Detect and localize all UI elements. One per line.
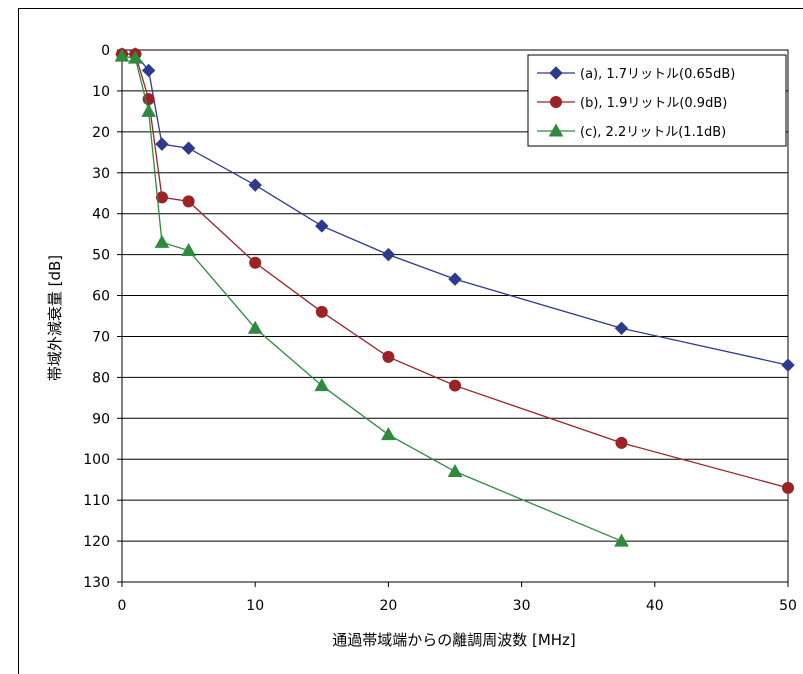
y-tick-label: 100 [83, 452, 110, 468]
data-point [182, 195, 195, 208]
data-point [181, 243, 196, 257]
legend-label: (a), 1.7リットル(0.65dB) [580, 67, 735, 82]
data-point [315, 305, 328, 318]
x-tick-label: 0 [118, 598, 127, 614]
x-tick-label: 40 [646, 598, 664, 614]
y-tick-label: 20 [92, 125, 110, 141]
data-point [382, 350, 395, 363]
data-point [249, 256, 262, 269]
data-point [141, 103, 156, 117]
series-line [121, 55, 622, 542]
legend-label: (c), 2.2リットル(1.1dB) [580, 125, 726, 140]
data-point [447, 463, 463, 478]
y-tick-label: 0 [101, 43, 110, 59]
x-tick-label: 20 [379, 598, 397, 614]
data-point [381, 247, 396, 262]
legend-item: (c), 2.2リットル(1.1dB) [537, 123, 726, 140]
data-point [381, 427, 396, 441]
data-point [314, 378, 330, 392]
data-point [449, 379, 461, 392]
data-point [614, 533, 629, 547]
data-point [782, 481, 794, 494]
x-axis-ticks: 0 10 20 30 40 50 [118, 582, 797, 614]
y-tick-label: 70 [92, 329, 110, 345]
x-tick-label: 10 [246, 598, 264, 614]
y-axis-ticks: 0 10 20 30 40 50 60 70 80 90 100 110 120 130 [83, 43, 122, 591]
legend-label: (b), 1.9リットル(0.9dB) [580, 96, 727, 111]
data-point [155, 137, 169, 151]
y-tick-label: 90 [92, 411, 110, 427]
series-layer [114, 47, 795, 547]
y-tick-label: 80 [92, 370, 110, 386]
y-tick-label: 30 [92, 166, 110, 182]
y-tick-label: 120 [83, 534, 110, 550]
x-tick-label: 30 [513, 598, 531, 614]
data-point [181, 141, 196, 155]
x-tick-label: 50 [779, 598, 797, 614]
y-tick-label: 60 [92, 289, 110, 305]
data-point [315, 219, 329, 233]
y-tick-label: 40 [92, 207, 110, 223]
data-point [614, 321, 629, 335]
legend-marker [550, 96, 562, 108]
legend: (a), 1.7リットル(0.65dB) (b), 1.9リットル(0.9dB) (… [527, 54, 787, 147]
data-point [781, 358, 795, 372]
y-tick-label: 110 [83, 493, 110, 509]
data-point [615, 436, 628, 449]
y-tick-label: 50 [92, 248, 110, 264]
data-point [127, 50, 143, 64]
data-point [141, 63, 156, 78]
data-point [155, 191, 168, 204]
y-tick-label: 10 [92, 84, 110, 100]
legend-marker [549, 66, 563, 80]
legend-marker [548, 123, 564, 137]
legend-item: (a), 1.7リットル(0.65dB) [537, 66, 735, 82]
data-point [154, 234, 170, 248]
y-axis-title: 帯域外減衰量 [dB] [46, 255, 64, 381]
series-3 [114, 48, 629, 547]
legend-item: (b), 1.9リットル(0.9dB) [537, 96, 727, 111]
data-point [448, 272, 462, 286]
data-point [247, 320, 263, 334]
x-axis-title: 通過帯域端からの離調周波数 [MHz] [332, 631, 576, 649]
data-point [248, 178, 262, 192]
data-point [114, 48, 130, 62]
y-tick-label: 130 [83, 575, 110, 591]
